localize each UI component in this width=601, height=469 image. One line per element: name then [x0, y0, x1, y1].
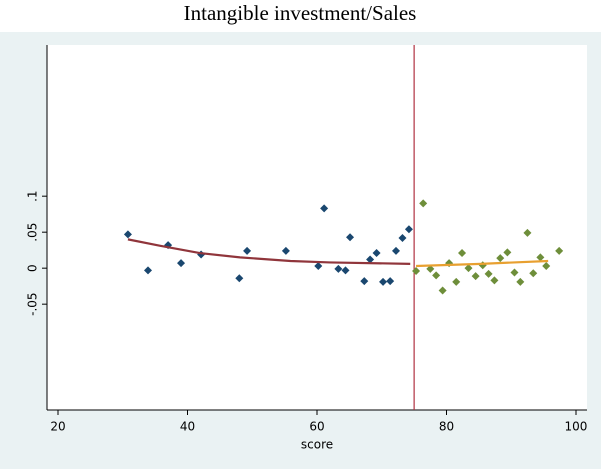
x-tick-label: 20 — [50, 420, 65, 434]
point — [490, 276, 499, 285]
point — [144, 266, 153, 275]
point — [379, 277, 388, 286]
point — [320, 204, 329, 213]
point — [177, 259, 186, 268]
point — [529, 269, 538, 278]
point — [334, 264, 343, 273]
x-tick-label: 100 — [565, 420, 588, 434]
point — [398, 233, 407, 242]
fit-line — [127, 238, 411, 265]
point — [496, 254, 505, 263]
point — [542, 262, 551, 271]
point — [555, 246, 564, 255]
point — [516, 277, 525, 286]
y-tick-label: -.05 — [26, 292, 40, 315]
point — [471, 272, 480, 281]
point — [523, 228, 532, 237]
point — [412, 267, 421, 276]
plot-area — [47, 45, 587, 410]
point — [281, 246, 290, 255]
point — [452, 277, 461, 286]
y-tick-label: .1 — [26, 190, 40, 201]
x-tick-label: 40 — [180, 420, 195, 434]
point — [458, 249, 467, 258]
point — [243, 246, 252, 255]
point — [464, 264, 473, 273]
point — [360, 277, 369, 286]
point — [438, 286, 447, 295]
point — [123, 230, 132, 239]
x-tick-label: 80 — [439, 420, 454, 434]
point — [391, 246, 400, 255]
point — [510, 268, 519, 277]
point — [536, 253, 545, 262]
point — [366, 255, 375, 264]
x-tick-label: 60 — [309, 420, 324, 434]
point — [404, 225, 413, 234]
fit-line — [416, 259, 549, 268]
y-tick-label: .05 — [26, 223, 40, 242]
point — [372, 249, 381, 258]
point — [346, 233, 355, 242]
point — [386, 277, 395, 286]
point — [341, 266, 350, 275]
y-tick-label: 0 — [26, 264, 40, 272]
point — [235, 274, 244, 283]
point — [426, 264, 435, 273]
x-axis-label: score — [301, 438, 333, 452]
point — [419, 199, 428, 208]
point — [432, 271, 441, 280]
chart-title: Intangible investment/Sales — [184, 1, 417, 25]
point — [503, 248, 512, 257]
point — [484, 269, 493, 278]
point — [314, 262, 323, 271]
